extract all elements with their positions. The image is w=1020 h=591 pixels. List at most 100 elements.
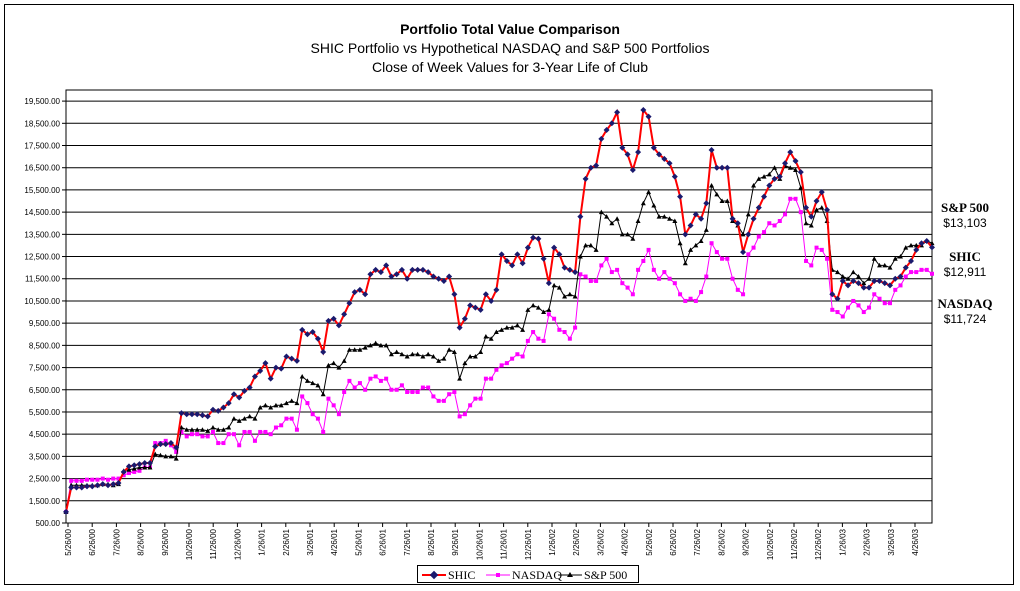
y-tick-label: 3,500.00 (29, 452, 61, 461)
data-point (603, 126, 610, 133)
x-tick-label: 5/26/02 (645, 528, 654, 555)
data-point (809, 263, 814, 268)
data-point (195, 432, 200, 437)
data-point (776, 173, 783, 180)
x-tick-label: 10/26/02 (766, 528, 775, 560)
data-point (368, 376, 373, 381)
data-point (220, 404, 227, 411)
data-point (267, 375, 274, 382)
data-point (687, 222, 694, 229)
legend-item-sp500: S&P 500 (558, 567, 627, 583)
x-tick-label: 9/26/02 (742, 528, 751, 555)
data-point (813, 198, 820, 205)
data-point (636, 267, 641, 272)
sp500-annotation: S&P 500 $13,103 (925, 200, 1005, 230)
data-point (913, 242, 919, 248)
data-point (283, 353, 290, 360)
data-point (856, 274, 862, 279)
data-point (294, 400, 300, 406)
data-point (641, 258, 646, 263)
data-point (216, 441, 221, 446)
data-point (152, 451, 158, 457)
data-point (845, 282, 852, 289)
data-point (178, 425, 184, 430)
data-point (136, 461, 143, 468)
data-point (404, 353, 410, 359)
data-point (504, 361, 509, 366)
data-point (436, 398, 441, 403)
data-point (762, 230, 767, 235)
chart-legend: SHIC NASDAQ S&P 500 (417, 565, 639, 583)
data-point (426, 385, 431, 390)
data-point (651, 267, 656, 272)
data-point (409, 351, 415, 357)
data-point (587, 164, 594, 171)
data-point (625, 285, 630, 290)
data-point (719, 198, 725, 204)
data-point (204, 413, 211, 420)
data-point (615, 267, 620, 272)
data-point (352, 347, 358, 352)
y-tick-label: 4,500.00 (29, 430, 61, 439)
data-point (677, 193, 684, 200)
data-point (473, 396, 478, 401)
data-point (861, 310, 866, 315)
x-tick-label: 3/26/03 (887, 528, 896, 555)
data-point (740, 231, 746, 237)
data-point (751, 245, 756, 250)
data-point (100, 476, 105, 481)
data-point (557, 327, 562, 332)
x-tick-label: 1/26/02 (548, 528, 557, 555)
data-point (251, 373, 258, 380)
data-point (389, 387, 394, 392)
data-point (63, 508, 69, 515)
data-point (902, 264, 909, 271)
data-point (373, 340, 379, 346)
data-point (377, 269, 384, 276)
data-point (898, 254, 904, 259)
data-point (682, 260, 688, 266)
data-point (215, 407, 222, 414)
data-point (851, 298, 856, 303)
data-point (472, 304, 479, 311)
data-point (577, 213, 584, 220)
data-point (803, 220, 809, 226)
data-point (624, 151, 631, 158)
data-point (625, 231, 631, 237)
data-point (619, 144, 626, 151)
data-point (425, 351, 431, 357)
data-point (598, 135, 605, 142)
data-point (252, 438, 257, 443)
data-point (814, 207, 820, 212)
data-point (330, 315, 337, 322)
data-point (876, 277, 883, 284)
y-tick-label: 12,500.00 (24, 253, 60, 262)
data-point (561, 264, 568, 271)
data-point (167, 440, 174, 447)
data-point (200, 434, 205, 439)
data-point (546, 307, 552, 312)
data-point (582, 175, 589, 182)
data-point (777, 219, 782, 224)
x-tick-label: 8/26/01 (427, 528, 436, 555)
data-point (850, 269, 856, 275)
data-point (914, 270, 919, 275)
data-point (419, 266, 426, 273)
data-point (667, 216, 673, 221)
data-point (704, 274, 709, 279)
data-point (236, 394, 243, 401)
y-tick-label: 9,500.00 (29, 319, 61, 328)
data-point (467, 302, 474, 309)
data-point (220, 427, 226, 432)
data-point (272, 364, 279, 371)
data-point (608, 120, 615, 127)
legend-item-nasdaq: NASDAQ (486, 567, 562, 583)
data-point (84, 477, 89, 482)
data-point (719, 164, 726, 171)
data-point (168, 453, 174, 459)
data-point (504, 325, 510, 330)
data-point (903, 245, 909, 250)
y-tick-label: 14,500.00 (24, 208, 60, 217)
data-point (310, 380, 316, 386)
data-point (199, 427, 205, 432)
